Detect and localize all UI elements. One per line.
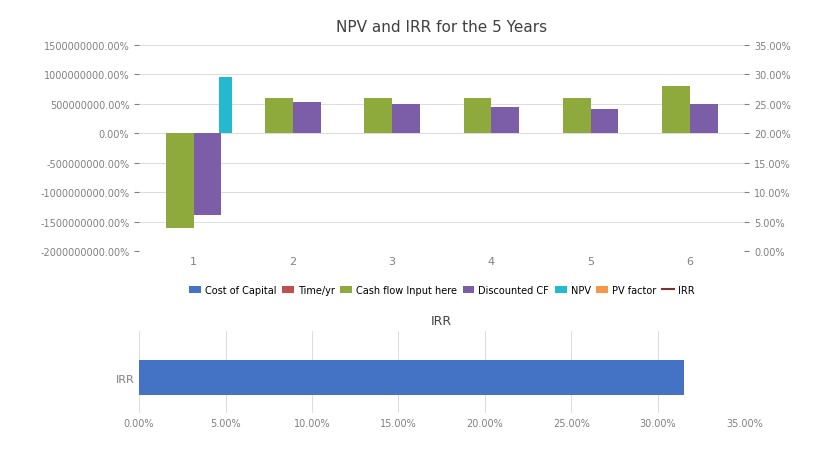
Bar xyxy=(293,103,321,134)
Bar xyxy=(166,134,194,228)
Bar xyxy=(690,105,717,134)
Title: NPV and IRR for the 5 Years: NPV and IRR for the 5 Years xyxy=(336,20,547,35)
Bar xyxy=(591,110,618,134)
Bar xyxy=(194,134,222,215)
Bar xyxy=(265,99,293,134)
Bar xyxy=(563,99,591,134)
Bar xyxy=(492,107,519,134)
Bar xyxy=(139,360,684,396)
Bar xyxy=(364,99,392,134)
Legend: Cost of Capital, Time/yr, Cash flow Input here, Discounted CF, NPV, PV factor, I: Cost of Capital, Time/yr, Cash flow Inpu… xyxy=(186,281,698,299)
Bar xyxy=(219,78,231,134)
Bar xyxy=(392,105,420,134)
Title: IRR: IRR xyxy=(431,314,452,327)
Bar xyxy=(464,99,492,134)
Bar xyxy=(662,87,690,134)
